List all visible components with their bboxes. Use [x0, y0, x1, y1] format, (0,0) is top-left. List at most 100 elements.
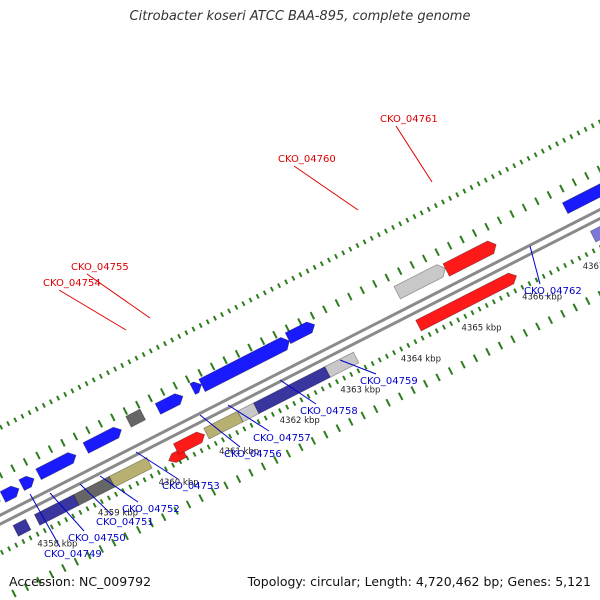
tick-mark — [546, 190, 553, 199]
leader-line — [293, 165, 359, 211]
tick-mark — [272, 330, 278, 339]
backbone-line — [0, 207, 600, 517]
tick-mark — [576, 130, 581, 136]
tick-mark — [148, 348, 153, 354]
tick-mark — [198, 322, 203, 329]
tick-mark — [406, 342, 411, 348]
gene-feature — [189, 381, 203, 395]
leader-line — [135, 451, 179, 480]
tick-mark — [306, 393, 311, 399]
gene-label: CKO_04757 — [253, 433, 311, 444]
tick-mark — [570, 259, 575, 265]
tick-mark — [23, 583, 30, 592]
tick-mark — [472, 354, 479, 363]
tick-mark — [70, 388, 75, 394]
tick-mark — [497, 341, 504, 350]
gene-feature — [561, 183, 600, 215]
tick-mark — [248, 297, 253, 303]
gene-feature — [82, 426, 122, 454]
tick-mark — [34, 406, 39, 412]
map-title: Citrobacter koseri ATCC BAA-895, complet… — [129, 9, 471, 24]
tick-mark — [405, 217, 410, 223]
tick-mark — [485, 347, 491, 356]
accession-label: Accession: NC_009792 — [9, 574, 152, 589]
scale-label: 4358 kbp — [37, 540, 77, 550]
tick-mark — [370, 360, 375, 367]
tick-mark — [149, 473, 154, 479]
gene-label: CKO_04749 — [44, 549, 102, 560]
tick-mark — [562, 137, 567, 143]
tick-mark — [362, 239, 367, 245]
tick-mark — [71, 513, 76, 519]
tick-mark — [47, 445, 54, 454]
tick-mark — [170, 337, 175, 343]
tick-mark — [560, 309, 566, 318]
gene-feature — [172, 431, 206, 456]
tick-mark — [310, 436, 317, 445]
tick-mark — [413, 339, 418, 345]
tick-mark — [572, 303, 579, 312]
tick-mark — [342, 375, 347, 381]
tick-mark — [348, 417, 354, 426]
tick-mark — [14, 542, 19, 548]
tick-mark — [0, 471, 4, 479]
tick-mark — [433, 203, 438, 209]
tick-mark — [241, 301, 246, 307]
tick-mark — [48, 570, 55, 579]
tick-mark — [111, 538, 117, 547]
tick-mark — [64, 517, 69, 523]
gene-label: CKO_04759 — [360, 376, 418, 387]
tick-mark — [113, 366, 118, 372]
tick-mark — [384, 228, 388, 234]
tick-mark — [563, 262, 568, 269]
tick-mark — [355, 242, 360, 249]
tick-mark — [349, 371, 354, 378]
tick-mark — [377, 357, 382, 363]
scale-label: 4366 kbp — [522, 293, 562, 303]
tick-mark — [446, 241, 453, 250]
tick-mark — [513, 288, 518, 294]
tick-mark — [120, 362, 125, 369]
tick-mark — [228, 433, 233, 439]
tick-mark — [171, 462, 176, 468]
scale-label: 4363 kbp — [340, 385, 380, 395]
tick-mark — [459, 235, 465, 244]
tick-mark — [373, 405, 379, 414]
tick-mark — [7, 546, 12, 552]
gene-label: CKO_04758 — [300, 406, 358, 417]
tick-mark — [522, 328, 529, 337]
tick-mark — [63, 391, 68, 398]
tick-mark — [385, 398, 391, 407]
tick-mark — [259, 337, 266, 346]
tick-mark — [86, 551, 92, 560]
tick-mark — [559, 184, 565, 193]
tick-mark — [577, 255, 582, 261]
leader-line — [86, 273, 151, 319]
label-leaders — [29, 125, 541, 548]
leader-line — [199, 414, 241, 448]
leader-line — [529, 245, 541, 285]
tick-mark — [421, 254, 428, 263]
gene-feature — [203, 410, 244, 440]
tick-mark — [548, 270, 553, 276]
tick-mark — [555, 141, 560, 147]
tick-mark — [420, 335, 425, 341]
tick-mark — [242, 426, 247, 432]
gene-label: CKO_04753 — [162, 481, 220, 492]
gene-feature — [442, 240, 497, 277]
tick-mark — [273, 455, 279, 464]
tick-mark — [298, 272, 303, 278]
tick-mark — [335, 379, 340, 385]
tick-mark — [298, 443, 304, 452]
leader-line — [279, 379, 317, 405]
gene-label: CKO_04762 — [524, 286, 582, 297]
tick-mark — [285, 404, 290, 410]
tick-marks — [0, 119, 600, 598]
gene-labels: CKO_04749 CKO_04750 CKO_04751 CKO_04752 CKO_… — [43, 114, 582, 560]
tick-mark — [57, 520, 62, 526]
tick-mark — [384, 273, 390, 282]
tick-mark — [535, 322, 541, 331]
gene-features — [0, 183, 600, 537]
gene-feature — [33, 494, 80, 526]
